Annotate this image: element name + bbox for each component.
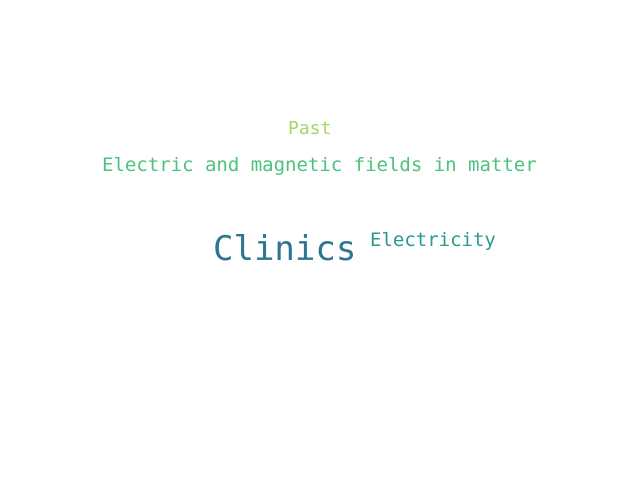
word-clinics: Clinics: [213, 229, 357, 269]
word-electricity: Electricity: [370, 229, 496, 251]
word-past: Past: [288, 118, 332, 139]
word-electric-magnetic-fields: Electric and magnetic fields in matter: [102, 154, 537, 176]
